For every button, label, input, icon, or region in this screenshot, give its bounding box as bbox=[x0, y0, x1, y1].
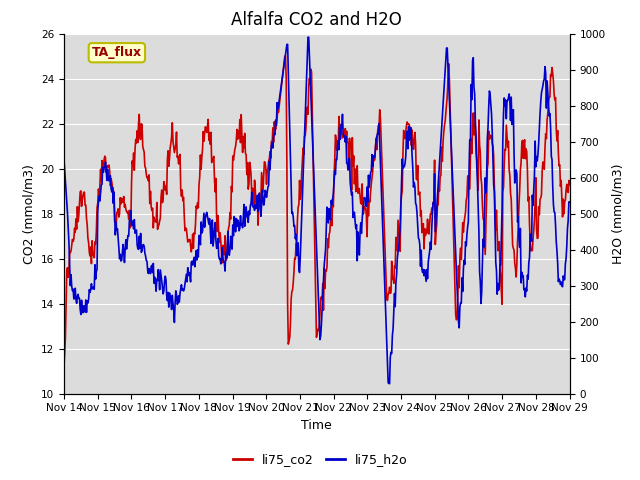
Y-axis label: CO2 (mmol/m3): CO2 (mmol/m3) bbox=[22, 164, 35, 264]
li75_h2o bbox=[173, 292, 180, 298]
li75_h2o bbox=[304, 35, 312, 40]
li75_h2o bbox=[60, 156, 68, 162]
Legend: li75_co2, li75_h2o: li75_co2, li75_h2o bbox=[228, 448, 412, 471]
li75_co2 bbox=[281, 53, 289, 59]
Text: TA_flux: TA_flux bbox=[92, 46, 142, 59]
li75_h2o bbox=[566, 199, 573, 205]
li75_h2o bbox=[379, 220, 387, 226]
li75_co2 bbox=[173, 129, 180, 135]
X-axis label: Time: Time bbox=[301, 419, 332, 432]
li75_h2o bbox=[200, 219, 207, 225]
Line: li75_co2: li75_co2 bbox=[64, 56, 570, 367]
li75_h2o bbox=[122, 245, 129, 251]
li75_co2 bbox=[122, 201, 129, 207]
li75_co2 bbox=[200, 129, 207, 134]
li75_h2o bbox=[394, 249, 402, 255]
li75_co2 bbox=[379, 176, 387, 182]
Y-axis label: H2O (mmol/m3): H2O (mmol/m3) bbox=[611, 163, 624, 264]
li75_co2 bbox=[394, 248, 401, 253]
li75_h2o bbox=[386, 381, 394, 386]
Title: Alfalfa CO2 and H2O: Alfalfa CO2 and H2O bbox=[232, 11, 402, 29]
Line: li75_h2o: li75_h2o bbox=[64, 37, 570, 384]
li75_co2 bbox=[60, 364, 68, 370]
li75_co2 bbox=[566, 181, 573, 187]
li75_co2 bbox=[69, 239, 77, 244]
li75_h2o bbox=[69, 286, 77, 292]
